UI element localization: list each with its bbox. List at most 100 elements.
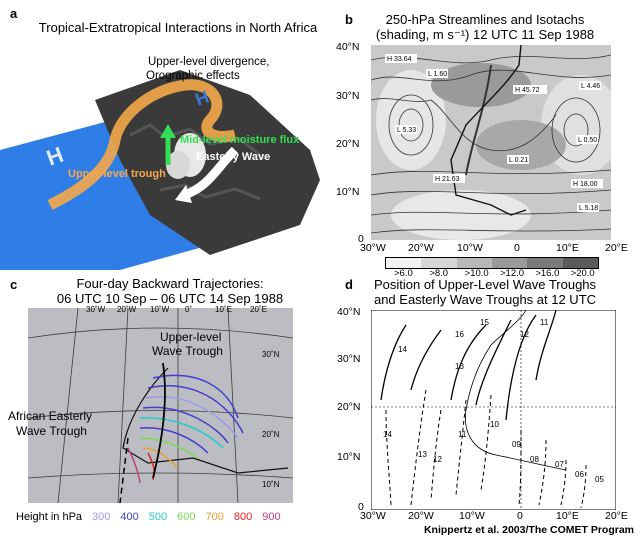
solid-label: 11: [540, 318, 549, 327]
legend-label: >10.0: [464, 268, 489, 279]
legend-label: >16.0: [535, 268, 560, 279]
panel-c-letter: c: [10, 277, 18, 292]
panel-b-map: H 33.64 L 1.60 H 45.72 L 4.46 L 5.33 L 0…: [371, 45, 611, 240]
panel-d-map: [371, 310, 616, 510]
d-ytick-1: 30°N: [337, 353, 361, 365]
d-xtick-4: 10°E: [556, 510, 579, 522]
b-ytick-4: 0: [358, 233, 364, 245]
b-legend-labels: >6.0 >8.0 >10.0 >12.0 >16.0 >20.0: [394, 268, 606, 279]
panel-a-diagram: H H: [0, 70, 320, 270]
credit-line: Knippertz et al. 2003/The COMET Program: [423, 524, 634, 536]
height-900: 900: [262, 511, 281, 523]
easterly-label: Easterly Wave: [196, 151, 271, 163]
high-right: H: [193, 87, 212, 110]
dashed-label: 05: [595, 475, 604, 484]
c-lon-1: 20˚W: [117, 305, 137, 314]
svg-text:L 0.50: L 0.50: [578, 137, 597, 144]
d-xtick-0: 30°W: [360, 510, 386, 522]
panel-b-letter: b: [345, 12, 353, 27]
solid-label: 13: [455, 362, 464, 371]
legend-swatch: [491, 258, 528, 268]
svg-text:H 33.64: H 33.64: [387, 56, 412, 63]
b-ytick-0: 40°N: [336, 41, 360, 53]
panel-b-title-2: (shading, m s⁻¹) 12 UTC 11 Sep 1988: [375, 27, 595, 42]
africa-coast: [122, 367, 289, 474]
legend-label: >20.0: [570, 268, 595, 279]
aew-trough-line: [119, 437, 129, 503]
b-xtick-1: 20°W: [408, 242, 434, 254]
panel-c-title-1: Four-day Backward Trajectories:: [76, 276, 264, 291]
svg-text:L 1.60: L 1.60: [428, 71, 447, 78]
height-700: 700: [205, 511, 224, 523]
height-400: 400: [120, 511, 139, 523]
solid-label: 15: [480, 318, 489, 327]
dashed-label: 07: [555, 460, 564, 469]
dashed-label: 10: [490, 420, 499, 429]
upper-trough-line: [152, 362, 166, 479]
svg-text:L 5.33: L 5.33: [397, 127, 416, 134]
panel-d-letter: d: [345, 277, 353, 292]
legend-swatch: [386, 258, 422, 268]
panel-b-title-1: 250-hPa Streamlines and Isotachs: [385, 12, 585, 27]
height-label: Height in hPa: [16, 511, 83, 523]
divergence-label-1: Upper-level divergence,: [148, 56, 270, 68]
trough-label: Upper-level trough: [68, 168, 166, 180]
coastline: [450, 45, 527, 216]
divergence-label-2: Orographic effects: [146, 70, 240, 82]
legend-swatch: [456, 258, 492, 268]
height-800: 800: [233, 511, 253, 523]
dashed-label: 11: [458, 430, 467, 439]
d-ytick-0: 40°N: [337, 306, 361, 318]
solid-label: 14: [398, 345, 407, 354]
legend-label: >6.0: [394, 268, 413, 279]
c-lon-4: 10˚E: [215, 305, 232, 314]
svg-text:L 4.46: L 4.46: [581, 83, 600, 90]
solid-label: 12: [520, 330, 529, 339]
b-ytick-1: 30°N: [336, 90, 360, 102]
c-lat-1: 20˚N: [262, 430, 280, 439]
solid-label: 16: [455, 330, 464, 339]
aew-label-1: African Easterly: [8, 409, 93, 423]
legend-label: >8.0: [429, 268, 449, 279]
legend-swatch: [421, 258, 457, 268]
svg-text:H 21.63: H 21.63: [435, 176, 460, 183]
dashed-label: 13: [418, 450, 427, 459]
aew-label-2: Wave Trough: [16, 424, 87, 438]
panel-c-map: [28, 308, 293, 503]
height-500: 500: [148, 511, 168, 523]
panel-c-title-2: 06 UTC 10 Sep – 06 UTC 14 Sep 1988: [56, 291, 284, 306]
d-xtick-1: 20°W: [408, 510, 434, 522]
c-lon-2: 10˚W: [150, 305, 170, 314]
legend-swatch: [562, 258, 598, 268]
b-xtick-0: 30°W: [360, 242, 386, 254]
c-lon-3: 0˚: [185, 305, 193, 314]
panel-d-title-1: Position of Upper-Level Wave Troughs: [373, 277, 597, 292]
africa-land: [95, 70, 320, 255]
upper-trough-label-2: Wave Trough: [152, 344, 223, 358]
panel-a-title: Tropical-Extratropical Interactions in N…: [38, 20, 318, 35]
b-xtick-4: 10°E: [556, 242, 579, 254]
height-600: 600: [177, 511, 196, 523]
d-ytick-2: 20°N: [337, 401, 361, 413]
svg-text:H 18.00: H 18.00: [573, 181, 598, 188]
c-lon-5: 20˚E: [250, 305, 267, 314]
panel-a-letter: a: [10, 6, 18, 21]
d-xtick-2: 10°W: [459, 510, 485, 522]
dashed-label: 12: [433, 455, 442, 464]
svg-text:H 45.72: H 45.72: [515, 87, 540, 94]
dashed-label: 08: [530, 455, 539, 464]
upper-trough-label-1: Upper-level: [160, 330, 222, 344]
c-lat-2: 10˚N: [262, 480, 280, 489]
svg-text:L 0.21: L 0.21: [509, 157, 528, 164]
d-xtick-3: 0: [517, 510, 523, 522]
upper-trough-arrow: [47, 79, 237, 210]
b-xtick-3: 0: [514, 242, 520, 254]
moisture-label: Mid-level moisture flux: [180, 134, 300, 146]
dashed-label: 09: [512, 440, 521, 449]
c-height-legend: Height in hPa 300 400 500 600 700 800 90…: [16, 511, 281, 523]
b-ytick-3: 10°N: [336, 186, 360, 198]
b-xtick-2: 10°W: [457, 242, 483, 254]
easterly-wave-arrow: [183, 146, 239, 200]
d-ytick-4: 0: [358, 501, 364, 513]
d-ytick-3: 10°N: [337, 451, 361, 463]
